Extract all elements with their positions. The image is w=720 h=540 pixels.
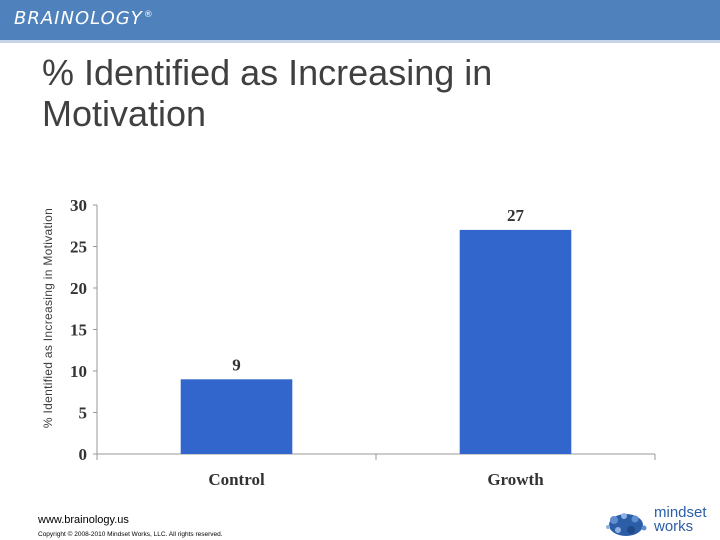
slide-title: % Identified as Increasing in Motivation [42,52,493,134]
brand-registered-mark: ® [143,10,154,20]
data-label-growth: 27 [507,206,525,225]
bar-growth [459,229,572,454]
y-tick-label: 30 [70,196,87,215]
footer-url[interactable]: www.brainology.us [38,514,129,526]
logo-text-line1: mindset [654,504,707,521]
logo-text: mindset works [654,504,707,535]
data-label-control: 9 [232,355,241,374]
footer-copyright: Copyright © 2008-2010 Mindset Works, LLC… [38,531,223,538]
y-tick-label: 10 [70,362,87,381]
y-tick-label: 20 [70,279,87,298]
bar-control [180,379,293,454]
mindset-works-logo: mindset works [604,504,716,538]
header-divider [0,40,720,43]
y-tick-label: 25 [70,238,87,257]
category-label-growth: Growth [487,470,544,489]
brain-icon [606,513,647,536]
brand-logo: BRAINOLOGY® [14,8,154,29]
y-tick-label: 0 [79,445,88,464]
y-tick-label: 5 [79,404,88,423]
logo-text-line2: works [654,518,694,535]
brand-name: BRAINOLOGY [14,8,143,29]
header-bar: BRAINOLOGY® [0,0,720,40]
category-label-control: Control [208,470,265,489]
y-tick-label: 15 [70,321,87,340]
